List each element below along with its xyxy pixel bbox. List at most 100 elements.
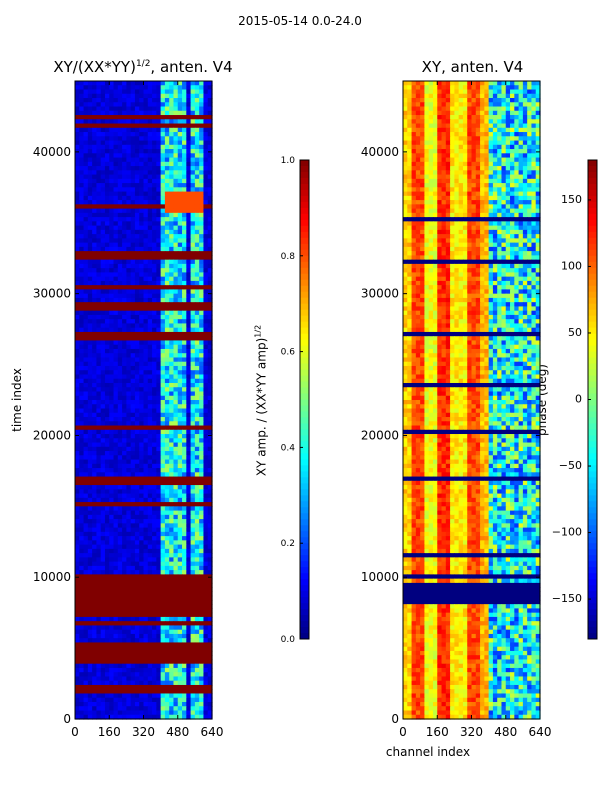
left-heatmap-cell xyxy=(92,217,98,222)
left-heatmap-cell xyxy=(130,646,136,652)
left-heatmap-cell xyxy=(92,306,98,312)
left-heatmap-cell xyxy=(75,212,80,218)
left-heatmap-cell xyxy=(194,514,200,520)
left-heatmap-cell xyxy=(87,425,93,431)
left-heatmap-cell xyxy=(152,540,157,546)
left-heatmap-cell xyxy=(83,489,89,495)
left-heatmap-cell xyxy=(169,587,175,592)
left-heatmap-cell xyxy=(134,434,140,439)
left-heatmap-cell xyxy=(169,115,175,120)
left-heatmap-cell xyxy=(139,527,145,533)
left-heatmap-cell xyxy=(134,217,140,222)
left-heatmap-cell xyxy=(126,459,132,465)
figure-suptitle: 2015-05-14 0.0-24.0 xyxy=(238,14,362,28)
left-heatmap-cell xyxy=(79,89,85,95)
left-heatmap-cell xyxy=(79,217,85,222)
left-heatmap-cell xyxy=(182,616,187,622)
left-heatmap-cell xyxy=(104,238,110,244)
left-heatmap-cell xyxy=(109,561,115,567)
left-heatmap-cell xyxy=(117,523,123,529)
left-heatmap-cell xyxy=(156,323,162,329)
left-heatmap-cell xyxy=(164,344,170,350)
left-heatmap-cell xyxy=(75,684,80,690)
left-heatmap-cell xyxy=(160,425,166,431)
left-heatmap-cell xyxy=(83,667,89,673)
left-heatmap-cell xyxy=(190,472,196,478)
left-heatmap-cell xyxy=(186,217,192,222)
left-heatmap-cell xyxy=(83,446,89,452)
left-heatmap-cell xyxy=(113,425,119,431)
left-heatmap-cell xyxy=(100,689,106,695)
left-heatmap-cell xyxy=(79,340,85,346)
left-heatmap-cell xyxy=(199,136,205,142)
left-heatmap-cell xyxy=(109,361,115,367)
left-heatmap-cell xyxy=(113,365,119,371)
left-heatmap-cell xyxy=(87,102,93,108)
left-heatmap-cell xyxy=(75,676,80,682)
left-heatmap-cell xyxy=(173,587,179,592)
left-heatmap-cell xyxy=(143,127,149,133)
left-heatmap-cell xyxy=(113,404,119,410)
left-heatmap-cell xyxy=(126,514,132,520)
left-heatmap-cell xyxy=(169,319,175,325)
left-heatmap-cell xyxy=(160,459,166,465)
left-heatmap-cell xyxy=(203,425,209,431)
left-heatmap-cell xyxy=(126,599,132,605)
left-heatmap-cell xyxy=(199,616,205,622)
left-heatmap-cell xyxy=(117,195,123,201)
left-heatmap-cell xyxy=(96,684,102,690)
left-heatmap-cell xyxy=(160,153,166,159)
left-heatmap-cell xyxy=(173,119,179,125)
left-heatmap-cell xyxy=(100,391,106,397)
left-heatmap-cell xyxy=(104,672,110,678)
left-heatmap-cell xyxy=(117,404,123,410)
left-heatmap-cell xyxy=(199,102,205,108)
left-heatmap-cell xyxy=(83,85,89,91)
left-heatmap-cell xyxy=(134,323,140,329)
left-heatmap-cell xyxy=(134,540,140,546)
left-heatmap-cell xyxy=(199,582,205,588)
left-heatmap-cell xyxy=(100,183,106,188)
left-heatmap-cell xyxy=(139,365,145,371)
left-heatmap-cell xyxy=(152,115,157,120)
left-heatmap-cell xyxy=(87,259,93,265)
left-heatmap-cell xyxy=(143,204,149,210)
left-heatmap-cell xyxy=(143,434,149,439)
left-heatmap-cell xyxy=(169,553,175,558)
left-heatmap-cell xyxy=(177,204,183,210)
left-heatmap-cell xyxy=(203,221,209,227)
left-heatmap-cell xyxy=(130,693,136,699)
left-heatmap-cell xyxy=(203,523,209,529)
left-heatmap-cell xyxy=(79,689,85,695)
left-heatmap-cell xyxy=(117,238,123,244)
left-heatmap-cell xyxy=(143,514,149,520)
left-heatmap-cell xyxy=(126,140,132,146)
left-heatmap-cell xyxy=(199,659,205,665)
left-heatmap-cell xyxy=(169,98,175,103)
left-heatmap-cell xyxy=(126,221,132,227)
left-heatmap-cell xyxy=(156,174,162,180)
left-heatmap-cell xyxy=(83,153,89,159)
left-heatmap-cell xyxy=(134,629,140,635)
left-heatmap-cell xyxy=(186,272,192,278)
left-heatmap-cell xyxy=(104,306,110,312)
left-heatmap-cell xyxy=(126,382,132,388)
left-heatmap-cell xyxy=(164,98,170,103)
left-heatmap-cell xyxy=(92,599,98,605)
left-heatmap-cell xyxy=(182,680,187,686)
left-heatmap-cell xyxy=(182,259,187,265)
left-heatmap-cell xyxy=(203,119,209,125)
left-heatmap-cell xyxy=(100,170,106,176)
left-heatmap-cell xyxy=(147,659,153,665)
left-heatmap-cell xyxy=(152,85,157,91)
left-colorbar-step xyxy=(300,561,309,568)
left-heatmap-cell xyxy=(147,604,153,610)
left-heatmap-cell xyxy=(143,663,149,669)
left-heatmap-cell xyxy=(100,693,106,699)
left-heatmap-cell xyxy=(169,599,175,605)
left-heatmap-cell xyxy=(87,693,93,699)
left-heatmap-cell xyxy=(117,357,123,363)
left-heatmap-cell xyxy=(143,251,149,256)
left-heatmap-cell xyxy=(160,81,166,86)
